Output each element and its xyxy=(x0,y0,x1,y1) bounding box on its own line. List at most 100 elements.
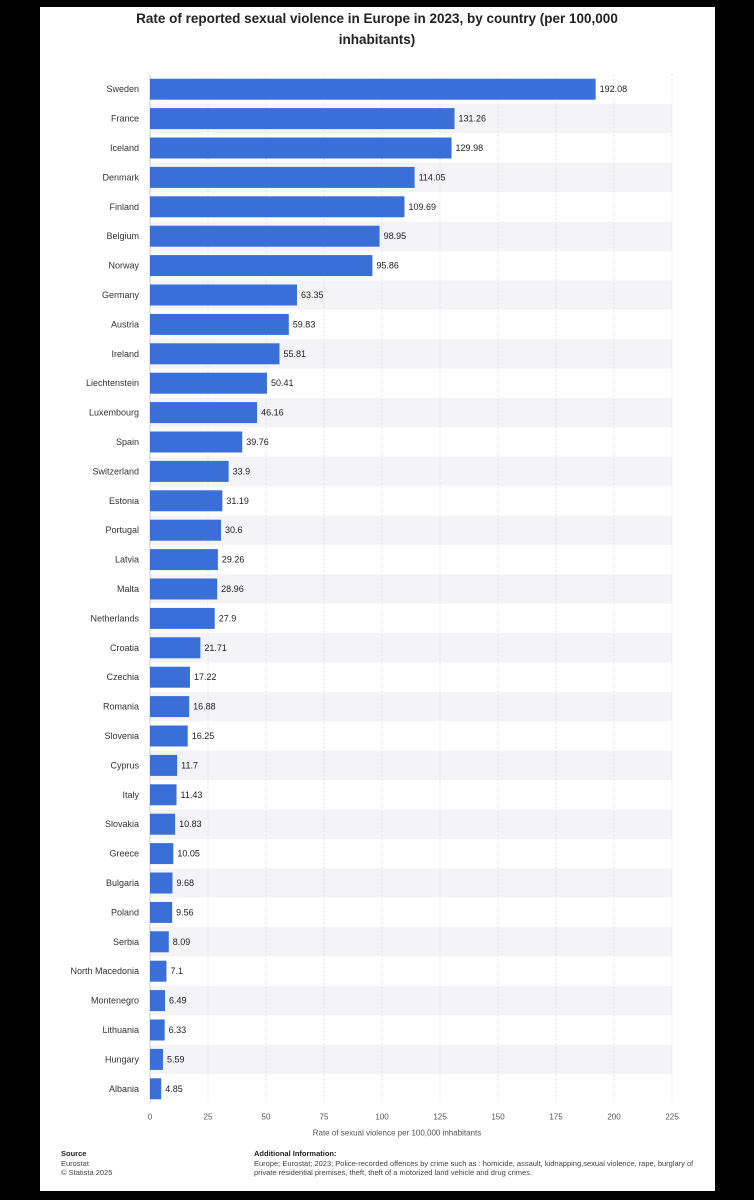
bar-cyprus[interactable] xyxy=(150,754,178,776)
category-label: Greece xyxy=(109,849,139,859)
category-label: Germany xyxy=(102,290,140,300)
value-label: 131.26 xyxy=(459,114,487,124)
bar-greece[interactable] xyxy=(150,843,174,865)
bar-estonia[interactable] xyxy=(150,490,223,512)
bar-luxembourg[interactable] xyxy=(150,402,258,424)
row-band xyxy=(150,809,672,839)
bar-france[interactable] xyxy=(150,108,455,130)
value-label: 6.49 xyxy=(169,996,187,1006)
bar-austria[interactable] xyxy=(150,313,289,335)
bar-liechtenstein[interactable] xyxy=(150,372,267,394)
value-label: 59.83 xyxy=(293,319,316,329)
category-label: North Macedonia xyxy=(70,966,139,976)
value-label: 192.08 xyxy=(600,84,628,94)
value-label: 98.95 xyxy=(384,231,407,241)
bar-latvia[interactable] xyxy=(150,549,218,571)
source-block: Source Eurostat © Statista 2025 xyxy=(61,1149,112,1178)
row-band xyxy=(150,750,672,781)
bar-sweden[interactable] xyxy=(150,78,596,100)
bar-malta[interactable] xyxy=(150,578,218,600)
x-tick-label: 0 xyxy=(148,1113,153,1122)
value-label: 95.86 xyxy=(376,261,399,271)
value-label: 33.9 xyxy=(233,466,251,476)
bar-croatia[interactable] xyxy=(150,637,201,659)
value-label: 29.26 xyxy=(222,555,245,565)
bar-bulgaria[interactable] xyxy=(150,872,173,894)
category-label: Luxembourg xyxy=(89,408,139,418)
value-label: 109.69 xyxy=(408,202,436,212)
bar-iceland[interactable] xyxy=(150,137,452,159)
x-tick-label: 200 xyxy=(607,1113,621,1122)
bar-finland[interactable] xyxy=(150,196,405,218)
category-label: Spain xyxy=(116,437,139,447)
x-axis-title: Rate of sexual violence per 100,000 inha… xyxy=(313,1129,482,1138)
value-label: 8.09 xyxy=(173,937,191,947)
bar-italy[interactable] xyxy=(150,784,177,806)
bar-netherlands[interactable] xyxy=(150,607,215,629)
additional-info-text: Europe; Eurostat; 2023; Police-recorded … xyxy=(254,1158,694,1178)
x-tick-label: 150 xyxy=(491,1113,505,1122)
category-label: Belgium xyxy=(106,231,139,241)
additional-info-heading: Additional Information: xyxy=(254,1149,337,1158)
row-band xyxy=(150,985,672,1016)
value-label: 6.33 xyxy=(169,1025,187,1035)
bar-serbia[interactable] xyxy=(150,931,169,953)
value-label: 16.88 xyxy=(193,702,216,712)
value-label: 9.56 xyxy=(176,907,194,917)
bar-ireland[interactable] xyxy=(150,343,280,365)
bar-montenegro[interactable] xyxy=(150,990,166,1012)
source-name[interactable]: Eurostat xyxy=(61,1158,89,1168)
chart-title-line-2: inhabitants) xyxy=(338,32,416,47)
value-label: 114.05 xyxy=(419,172,446,182)
category-label: Albania xyxy=(109,1084,139,1094)
bar-hungary[interactable] xyxy=(150,1048,163,1070)
bar-czechia[interactable] xyxy=(150,666,190,688)
category-label: Latvia xyxy=(115,555,139,565)
x-tick-label: 175 xyxy=(549,1113,563,1122)
bar-north-macedonia[interactable] xyxy=(150,960,167,982)
value-label: 27.9 xyxy=(219,613,237,623)
bar-portugal[interactable] xyxy=(150,519,221,541)
category-label: Slovenia xyxy=(104,731,139,741)
category-label: Netherlands xyxy=(90,613,139,623)
value-label: 7.1 xyxy=(170,966,183,976)
bar-spain[interactable] xyxy=(150,431,243,453)
row-band xyxy=(150,456,672,487)
bar-slovakia[interactable] xyxy=(150,813,176,835)
bar-norway[interactable] xyxy=(150,255,373,277)
bar-slovenia[interactable] xyxy=(150,725,188,747)
category-label: Norway xyxy=(108,261,139,271)
value-label: 55.81 xyxy=(283,349,306,359)
bar-albania[interactable] xyxy=(150,1078,162,1100)
chart-title-line-1: Rate of reported sexual violence in Euro… xyxy=(136,11,618,26)
category-label: Croatia xyxy=(110,643,139,653)
source-heading: Source xyxy=(61,1149,87,1158)
category-label: Austria xyxy=(111,319,139,329)
category-label: Finland xyxy=(109,202,139,212)
value-label: 31.19 xyxy=(226,496,249,506)
category-label: Denmark xyxy=(102,172,139,182)
category-label: Ireland xyxy=(111,349,139,359)
value-label: 50.41 xyxy=(271,378,294,388)
category-label: Serbia xyxy=(113,937,139,947)
bar-lithuania[interactable] xyxy=(150,1019,165,1041)
value-label: 17.22 xyxy=(194,672,217,682)
bar-denmark[interactable] xyxy=(150,166,415,188)
value-label: 28.96 xyxy=(221,584,244,594)
category-label: Czechia xyxy=(106,672,139,682)
value-label: 4.85 xyxy=(165,1084,183,1094)
bar-germany[interactable] xyxy=(150,284,297,306)
bar-poland[interactable] xyxy=(150,901,173,923)
x-tick-label: 25 xyxy=(204,1113,213,1122)
copyright: © Statista 2025 xyxy=(61,1168,113,1177)
row-band xyxy=(150,574,672,604)
x-tick-label: 75 xyxy=(320,1113,329,1122)
category-label: Liechtenstein xyxy=(86,378,139,388)
bar-romania[interactable] xyxy=(150,696,190,718)
bar-belgium[interactable] xyxy=(150,225,380,247)
bar-switzerland[interactable] xyxy=(150,460,229,482)
category-label: Italy xyxy=(122,790,139,800)
category-label: Bulgaria xyxy=(106,878,139,888)
value-label: 16.25 xyxy=(192,731,215,741)
value-label: 9.68 xyxy=(176,878,194,888)
